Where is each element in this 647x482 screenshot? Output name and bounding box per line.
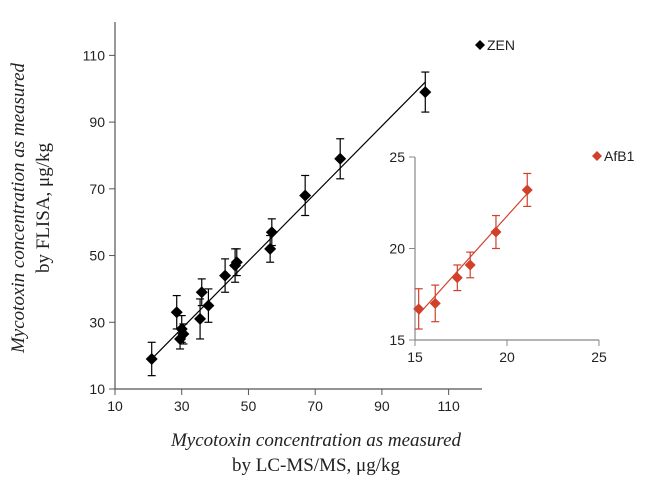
data-point: [202, 299, 215, 312]
x-tick-label: 50: [241, 398, 257, 414]
y-tick-label: 10: [89, 381, 105, 397]
data-point: [177, 327, 190, 340]
data-point: [170, 306, 183, 319]
y-tick-label: 15: [389, 332, 405, 348]
axis-titles: Mycotoxin concentration as measured by L…: [8, 62, 462, 476]
x-tick-label: 15: [407, 349, 423, 365]
y-tick-label: 70: [89, 181, 105, 197]
x-tick-label: 25: [591, 349, 607, 365]
legend-label: ZEN: [487, 37, 515, 53]
legend-label: AfB1: [604, 148, 635, 164]
data-point: [334, 152, 347, 165]
data-point: [413, 303, 425, 315]
data-point: [429, 297, 441, 309]
main-plot: 10 30 50 70 90 110 10 30 50 70 90 110 ZEN: [83, 22, 515, 414]
data-point: [265, 226, 278, 239]
y-tick-label: 50: [89, 248, 105, 264]
y-axis-title-line1: Mycotoxin concentration as measured: [8, 62, 29, 354]
data-point: [521, 184, 533, 196]
y-tick-label: 30: [89, 314, 105, 330]
y-tick-label: 110: [83, 47, 106, 63]
data-point: [464, 259, 476, 271]
y-tick-label: 90: [89, 114, 105, 130]
x-tick-label: 20: [499, 349, 515, 365]
x-tick-label: 30: [174, 398, 190, 414]
data-point: [451, 272, 463, 284]
trendline: [151, 81, 426, 360]
legend-marker: [592, 151, 602, 161]
x-tick-label: 90: [374, 398, 390, 414]
inset-plot: 15 20 25 15 20 25 AfB1: [389, 148, 634, 365]
data-point: [219, 269, 232, 282]
y-axis-title-line2: by FLISA, μg/kg: [33, 143, 54, 274]
x-tick-label: 110: [437, 398, 460, 414]
x-tick-label: 10: [107, 398, 123, 414]
data-point: [145, 352, 158, 365]
data-point: [264, 242, 277, 255]
y-tick-label: 20: [389, 241, 405, 257]
x-tick-label: 70: [307, 398, 323, 414]
data-point: [230, 256, 243, 269]
x-axis-title-line2: by LC-MS/MS, μg/kg: [232, 455, 401, 476]
x-axis-title-line1: Mycotoxin concentration as measured: [170, 430, 462, 451]
data-point: [490, 226, 502, 238]
y-tick-label: 25: [389, 149, 405, 165]
data-point: [419, 86, 432, 99]
legend-marker: [475, 40, 485, 50]
data-point: [194, 312, 207, 325]
trendline: [418, 193, 528, 315]
data-point: [195, 286, 208, 299]
data-point: [299, 189, 312, 202]
